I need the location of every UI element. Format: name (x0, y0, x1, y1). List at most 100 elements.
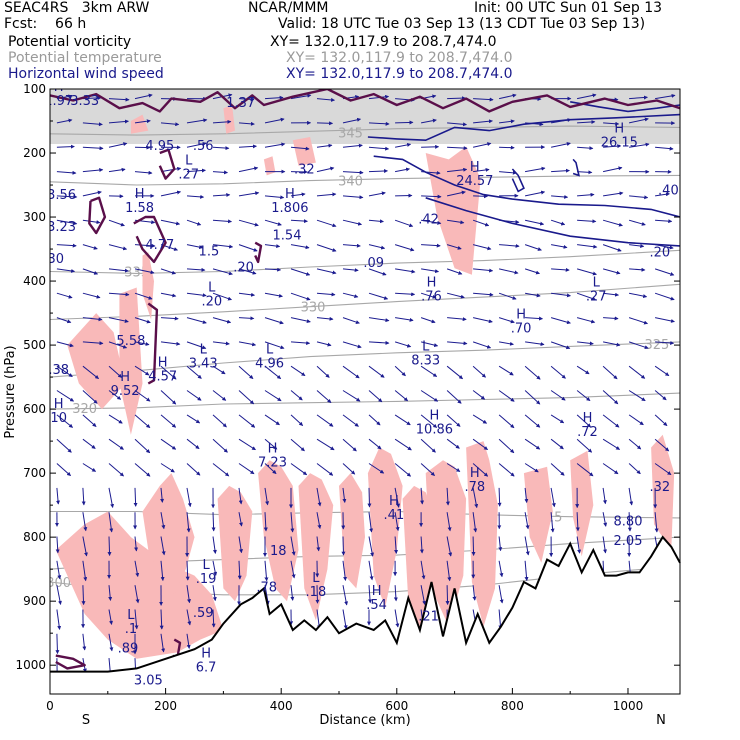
wind-vector (368, 340, 390, 345)
y-tick-label: 400 (23, 274, 46, 288)
wind-vector (654, 292, 675, 301)
wind-vector (56, 341, 74, 348)
wind-vector (186, 463, 201, 476)
extremum-high-marker: H (285, 187, 295, 202)
pv-shade-region (223, 105, 235, 134)
wind-vector (238, 316, 255, 321)
wind-vector (342, 487, 347, 503)
wind-vector (342, 219, 363, 226)
pv-shade-region (298, 473, 334, 621)
pv-shade-region (466, 441, 498, 627)
wind-vector (238, 536, 243, 554)
wind-vector (602, 166, 623, 173)
wind-vector (186, 244, 204, 250)
wind-vector (655, 219, 673, 224)
wind-vector (82, 95, 102, 100)
wind-vector (654, 365, 670, 377)
wind-vector (446, 438, 460, 449)
wind-vector (421, 268, 440, 274)
wind-vector (160, 365, 177, 380)
wind-vector (264, 142, 286, 148)
wind-vector (55, 536, 60, 554)
wind-vector (447, 219, 465, 225)
wind-vector (524, 244, 542, 251)
wind-vector (629, 95, 648, 100)
wind-vector (160, 463, 175, 473)
wind-vector (342, 317, 360, 325)
wind-vector (420, 341, 439, 348)
extremum-high-marker: H (583, 411, 593, 426)
wind-vector (368, 292, 389, 300)
south-end-label: S (82, 713, 90, 728)
wind-vector (367, 585, 372, 604)
wind-vector (160, 487, 165, 503)
pv-shade-region (367, 447, 403, 608)
wind-vector (316, 536, 321, 552)
wind-vector (550, 438, 564, 450)
extremum-value: .54 (366, 598, 387, 613)
wind-vector (603, 316, 619, 321)
wind-vector (577, 341, 594, 346)
pv-shade-region (130, 114, 149, 134)
extremum-high-marker: H (158, 355, 168, 370)
wind-vector (472, 585, 477, 601)
wind-vector (160, 219, 181, 226)
wind-vector (629, 142, 650, 148)
wind-vector (628, 487, 634, 506)
wind-vector (655, 340, 675, 345)
pv-shade-region (55, 511, 224, 659)
wind-vector (316, 292, 336, 297)
wind-vector (551, 244, 568, 249)
wind-vector (576, 390, 591, 402)
pv-contour (50, 89, 680, 113)
wind-vector (212, 219, 233, 224)
theta-contour-label: 300 (46, 576, 71, 591)
extremum-high-marker: H (430, 408, 440, 423)
wind-vector (290, 560, 296, 579)
wind-speed-contours (367, 101, 680, 247)
extremum-value: .27 (586, 289, 607, 304)
wind-vector (264, 438, 278, 450)
wind-vector (654, 268, 675, 276)
extremum-high-marker: H (389, 494, 399, 509)
wind-vector (82, 438, 96, 449)
wind-vector (316, 463, 334, 476)
wind-vector (473, 268, 494, 273)
wind-vector (212, 244, 234, 249)
valid-time: Valid: 18 UTC Tue 03 Sep 13 (13 CDT Tue … (278, 16, 646, 32)
wind-vector (550, 317, 571, 325)
wind-vector (56, 292, 73, 299)
extremum-low-marker: L (312, 571, 320, 586)
wind-vector (290, 244, 310, 250)
wind-vector (472, 390, 486, 400)
wind-vector (575, 512, 580, 532)
extremum-value: .20 (649, 246, 670, 261)
extremum-value: 8.33 (411, 353, 440, 368)
wind-vector (394, 438, 412, 451)
extremum-value: .78 (256, 581, 277, 596)
wind-vector (56, 268, 76, 273)
wind-vector (82, 390, 98, 404)
wind-vector (420, 438, 436, 453)
wind-vector (472, 244, 492, 251)
y-tick-label: 200 (23, 146, 46, 160)
wind-vector (108, 167, 126, 173)
wind-vector (499, 119, 515, 124)
extremum-value: 3.23 (47, 220, 76, 235)
wind-vector (56, 219, 78, 226)
wind-vector (551, 194, 569, 199)
wind-vector (290, 585, 295, 601)
wind-vector (316, 512, 322, 530)
extremum-value: 1.54 (273, 228, 302, 243)
wind-vector (602, 219, 623, 227)
extremum-high-marker: H (201, 647, 211, 662)
wind-vector (290, 390, 303, 401)
wind-vector (108, 97, 130, 102)
extremum-value: 1.806 (271, 201, 308, 216)
extremum-value: 18 (270, 544, 287, 559)
wind-vector (472, 414, 488, 424)
wind-vector (211, 512, 216, 532)
wind-vector (628, 219, 646, 226)
wind-vector (264, 195, 285, 200)
wind-vector (550, 512, 555, 533)
